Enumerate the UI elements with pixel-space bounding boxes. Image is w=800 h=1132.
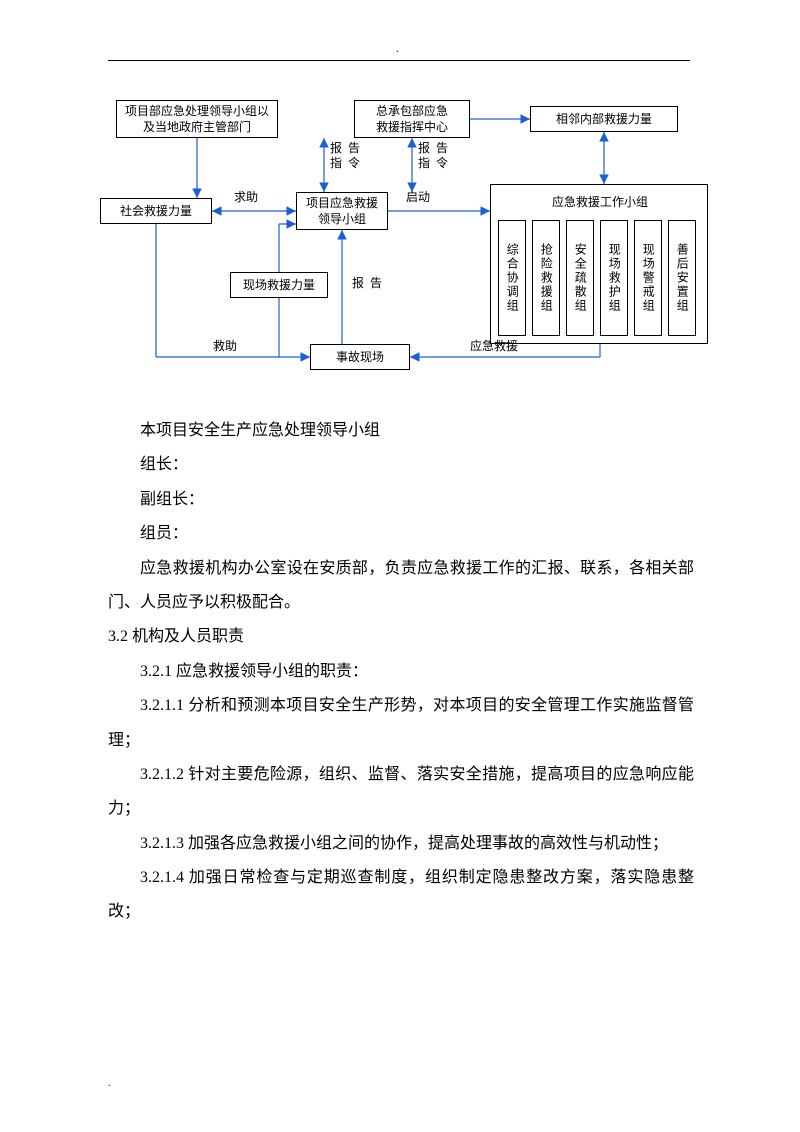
node-n_scene: 事故现场 <box>310 344 410 370</box>
subgroup-0: 综合协调组 <box>498 220 526 336</box>
para-3-2-1-4: 3.2.1.4 加强日常检查与定期巡查制度，组织制定隐患整改方案，落实隐患整改； <box>108 861 694 930</box>
subgroup-4: 现场警戒组 <box>634 220 662 336</box>
edge-label-1: 报 告 指 令 <box>418 141 448 171</box>
node-n_topmid: 总承包部应急救援指挥中心 <box>354 100 470 138</box>
edge-label-3: 启动 <box>406 190 430 205</box>
org-flowchart: 项目部应急处理领导小组以及当地政府主管部门 总承包部应急救援指挥中心 相邻内部救援力… <box>100 92 708 396</box>
para-3-2-1-1: 3.2.1.1 分析和预测本项目安全生产形势，对本项目的安全管理工作实施监督管理… <box>108 689 694 758</box>
para-members: 组员： <box>108 517 694 551</box>
subgroup-1: 抢险救援组 <box>532 220 560 336</box>
node-n_center: 项目应急救援领导小组 <box>296 192 388 230</box>
node-n_onsite: 现场救援力量 <box>230 272 328 298</box>
node-n_topleft: 项目部应急处理领导小组以及当地政府主管部门 <box>116 100 278 138</box>
para-leader: 组长： <box>108 448 694 482</box>
document-page: . 项目部应急处理领导小组以及当地政府主管部门 总承包部应急救援指挥中心 相邻内部救… <box>0 0 800 1132</box>
node-n_social: 社会救援力量 <box>100 198 212 224</box>
para-title: 本项目安全生产应急处理领导小组 <box>108 414 694 448</box>
para-office: 应急救援机构办公室设在安质部，负责应急救援工作的汇报、联系，各相关部门、人员应予… <box>108 552 694 621</box>
para-3-2: 3.2 机构及人员职责 <box>108 620 694 654</box>
header-mark: . <box>396 44 399 55</box>
header-rule <box>108 60 690 61</box>
para-3-2-1-3: 3.2.1.3 加强各应急救援小组之间的协作，提高处理事故的高效性与机动性； <box>108 827 694 861</box>
subgroup-5: 善后安置组 <box>668 220 696 336</box>
subgroup-2: 安全疏散组 <box>566 220 594 336</box>
para-deputy: 副组长： <box>108 483 694 517</box>
body-text: 本项目安全生产应急处理领导小组 组长： 副组长： 组员： 应急救援机构办公室设在… <box>108 414 694 930</box>
footer-mark: . <box>108 1078 111 1089</box>
node-n_rescue_title: 应急救援工作小组 <box>496 190 704 214</box>
edge-label-2: 求助 <box>234 190 258 205</box>
subgroup-3: 现场救护组 <box>600 220 628 336</box>
edge-label-6: 应急救援 <box>470 339 518 354</box>
edge-label-5: 救助 <box>213 339 237 354</box>
edge-label-0: 报 告 指 令 <box>330 141 360 171</box>
node-n_topright: 相邻内部救援力量 <box>530 106 678 132</box>
para-3-2-1: 3.2.1 应急救援领导小组的职责： <box>108 655 694 689</box>
para-3-2-1-2: 3.2.1.2 针对主要危险源，组织、监督、落实安全措施，提高项目的应急响应能力… <box>108 758 694 827</box>
edge-label-4: 报 告 <box>352 276 382 291</box>
